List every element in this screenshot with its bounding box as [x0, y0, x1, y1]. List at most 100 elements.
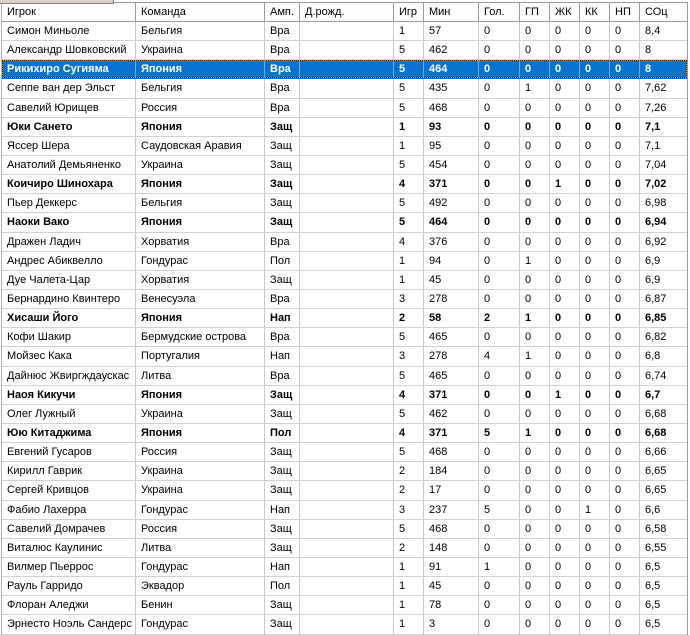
- cell-player: Сергей Кривцов: [2, 481, 136, 500]
- table-row[interactable]: Дуе Чалета-Цар Хорватия Защ 1 45 0 0 0 0 0 6,9: [2, 270, 687, 290]
- table-row[interactable]: Наоя Кикучи Япония Защ 4 371 0 0 1 0 0 6,7: [2, 385, 687, 405]
- column-header-team[interactable]: Команда: [136, 3, 265, 21]
- table-row[interactable]: Сергей Кривцов Украина Защ 2 17 0 0 0 0 0 6,65: [2, 481, 687, 501]
- cell-np: 0: [610, 194, 640, 213]
- table-row[interactable]: Олег Лужный Украина Защ 5 462 0 0 0 0 0 6,68: [2, 404, 687, 424]
- cell-games: 5: [394, 328, 424, 347]
- cell-player: Юки Сането: [2, 117, 136, 136]
- table-row[interactable]: Хисаши Його Япония Нап 2 58 2 1 0 0 0 6,85: [2, 309, 687, 329]
- cell-np: 0: [610, 270, 640, 289]
- cell-team: Россия: [136, 443, 265, 462]
- column-header-gp[interactable]: ГП: [520, 3, 550, 21]
- table-row[interactable]: Фабио Лахерра Гондурас Нап 3 237 5 0 0 1 0 6,6: [2, 500, 687, 520]
- cell-team: Гондурас: [136, 500, 265, 519]
- table-row[interactable]: Бернардино Квинтеро Венесуэла Вра 3 278 0 0 0 0 0…: [2, 289, 687, 310]
- table-row[interactable]: Симон Миньоле Бельгия Вра 1 57 0 0 0 0 0 8,4: [2, 22, 687, 42]
- cell-rating: 6,65: [645, 465, 667, 478]
- table-row[interactable]: Пьер Деккерс Бельгия Защ 5 492 0 0 0 0 0 6,98: [2, 194, 687, 214]
- cell-goals: 0: [479, 155, 520, 175]
- table-row-selected[interactable]: Рикихиро Сугияма Япония Вра 5 464 0 0 0 0 0 8: [2, 60, 687, 79]
- table-row[interactable]: Вилмер Пьеррос Гондурас Нап 1 91 1 0 0 0 0 6,5: [2, 557, 687, 578]
- cell-dob: [300, 404, 394, 423]
- table-row[interactable]: Яссер Шера Саудовская Аравия Защ 1 95 0 0 0 0 0 7,…: [2, 136, 687, 156]
- cell-red_cards: 0: [580, 423, 610, 443]
- cell-rating: 6,5: [645, 561, 661, 573]
- cell-rating: 8: [645, 44, 652, 57]
- column-header-minutes[interactable]: Мин: [424, 3, 479, 21]
- column-header-yellow_cards[interactable]: ЖК: [550, 3, 580, 21]
- table-row[interactable]: Виталюс Каулинис Литва Защ 2 148 0 0 0 0 0 6,55: [2, 538, 687, 558]
- cell-gp: 0: [520, 175, 550, 194]
- table-row[interactable]: Андрес Абиквелло Гондурас Пол 1 94 0 1 0 0 0 6,9: [2, 251, 687, 271]
- table-row[interactable]: Наоки Вако Япония Защ 5 464 0 0 0 0 0 6,94: [2, 213, 687, 233]
- cell-position: Вра: [265, 232, 300, 251]
- cell-team: Хорватия: [136, 270, 265, 289]
- cell-rating: 6,66: [645, 446, 667, 459]
- cell-yellow_cards: 0: [550, 577, 580, 596]
- cell-rating: 6,9: [645, 254, 661, 267]
- table-row[interactable]: Юю Китаджима Япония Пол 4 371 5 1 0 0 0 6,68: [2, 423, 687, 444]
- table-row[interactable]: Юки Сането Япония Защ 1 93 0 0 0 0 0 7,1: [2, 117, 687, 137]
- cell-minutes: 464: [424, 60, 479, 79]
- cell-gp: 0: [520, 136, 550, 155]
- cell-dob: [300, 251, 394, 270]
- table-row[interactable]: Мойзес Кака Португалия Нап 3 278 4 1 0 0 0 6,8: [2, 347, 687, 367]
- cell-position: Защ: [265, 519, 300, 538]
- column-header-games[interactable]: Игр: [394, 3, 424, 21]
- cell-games: 3: [394, 289, 424, 309]
- cell-gp: 0: [520, 194, 550, 213]
- table-row[interactable]: Коичиро Шинохара Япония Защ 4 371 0 0 1 0 0 7,02: [2, 175, 687, 195]
- cell-rating: 6,92: [645, 235, 667, 248]
- cell-team: Гондурас: [136, 251, 265, 270]
- cell-player: Вилмер Пьеррос: [2, 557, 136, 577]
- cell-gp: 0: [520, 443, 550, 462]
- cell-yellow_cards: 0: [550, 213, 580, 232]
- cell-gp: 0: [520, 404, 550, 423]
- table-row[interactable]: Сеппе ван дер Эльст Бельгия Вра 5 435 0 1 0 0 0 7,…: [2, 79, 687, 99]
- cell-gp: 0: [520, 557, 550, 577]
- cell-rating: 8,4: [645, 25, 661, 38]
- table-row[interactable]: Дражен Ладич Хорватия Вра 4 376 0 0 0 0 0 6,92: [2, 232, 687, 252]
- table-row[interactable]: Флоран Аледжи Бенин Защ 1 78 0 0 0 0 0 6,5: [2, 596, 687, 616]
- table-row[interactable]: Кофи Шакир Бермудские острова Вра 5 465 0 0 0 0 0…: [2, 328, 687, 348]
- table-row[interactable]: Евгений Гусаров Россия Защ 5 468 0 0 0 0 0 6,66: [2, 443, 687, 463]
- column-header-player[interactable]: Игрок: [2, 3, 136, 21]
- cell-goals: 0: [479, 175, 520, 194]
- column-header-dob[interactable]: Д.рожд.: [300, 3, 394, 21]
- cell-rating: 8: [645, 63, 652, 76]
- cell-minutes: 45: [424, 270, 479, 289]
- column-header-position[interactable]: Амп.: [265, 3, 300, 21]
- table-row[interactable]: Александр Шовковский Украина Вра 5 462 0 0 0 0 0 8: [2, 41, 687, 61]
- cell-rating: 6,7: [645, 388, 661, 401]
- cell-gp: 1: [520, 347, 550, 366]
- cell-dob: [300, 423, 394, 443]
- cell-minutes: 435: [424, 79, 479, 98]
- table-row[interactable]: Савелий Домрачев Россия Защ 5 468 0 0 0 0 0 6,58: [2, 519, 687, 539]
- column-header-np[interactable]: НП: [610, 3, 640, 21]
- column-header-goals[interactable]: Гол.: [479, 3, 520, 21]
- table-row[interactable]: Дайнюс Жвиргждаускас Литва Вра 5 465 0 0 0 0 0 6,7…: [2, 366, 687, 386]
- cell-goals: 1: [479, 557, 520, 577]
- cell-position: Защ: [265, 404, 300, 423]
- cell-games: 1: [394, 117, 424, 136]
- table-row[interactable]: Анатолий Демьяненко Украина Защ 5 454 0 0 0 0 0 7,…: [2, 155, 687, 176]
- cell-rating: 6,5: [645, 618, 661, 631]
- cell-yellow_cards: 0: [550, 79, 580, 98]
- cell-red_cards: 0: [580, 481, 610, 500]
- cell-goals: 0: [479, 289, 520, 309]
- cell-gp: 0: [520, 577, 550, 596]
- cell-dob: [300, 385, 394, 404]
- table-row[interactable]: Эрнесто Ноэль Сандерс Гондурас Защ 1 3 0 0 0 0 0 6…: [2, 615, 687, 635]
- cell-player: Кирилл Гаврик: [2, 462, 136, 481]
- cell-gp: 0: [520, 462, 550, 481]
- cell-dob: [300, 270, 394, 289]
- column-header-red_cards[interactable]: КК: [580, 3, 610, 21]
- table-row[interactable]: Рауль Гарридо Эквадор Пол 1 45 0 0 0 0 0 6,5: [2, 577, 687, 597]
- table-row[interactable]: Савелий Юрищев Россия Вра 5 468 0 0 0 0 0 7,26: [2, 98, 687, 118]
- cell-dob: [300, 232, 394, 251]
- cell-games: 1: [394, 270, 424, 289]
- column-header-rating[interactable]: СОц: [640, 3, 687, 21]
- cell-minutes: 184: [424, 462, 479, 481]
- table-row[interactable]: Кирилл Гаврик Украина Защ 2 184 0 0 0 0 0 6,65: [2, 462, 687, 482]
- cell-team: Литва: [136, 366, 265, 385]
